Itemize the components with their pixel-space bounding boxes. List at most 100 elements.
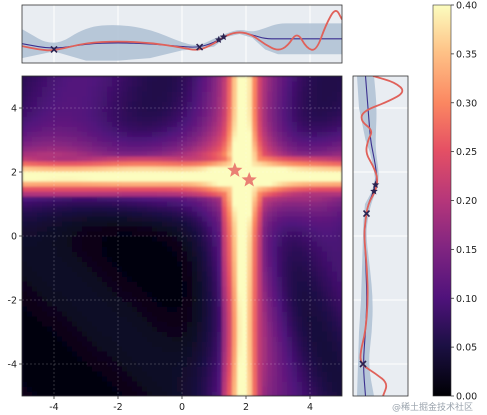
- heatmap-cell: [277, 146, 283, 152]
- heatmap-cell: [52, 381, 58, 387]
- heatmap-cell: [162, 111, 168, 117]
- heatmap-cell: [257, 361, 263, 367]
- heatmap-cell: [232, 391, 238, 396]
- heatmap-cell: [87, 321, 93, 327]
- heatmap-cell: [262, 236, 268, 242]
- heatmap-cell: [22, 196, 28, 202]
- heatmap-cell: [332, 351, 338, 357]
- heatmap-cell: [187, 191, 193, 197]
- heatmap-cell: [312, 131, 318, 137]
- heatmap-cell: [37, 331, 43, 337]
- heatmap-cell: [252, 186, 258, 192]
- heatmap-cell: [152, 141, 158, 147]
- heatmap-cell: [282, 346, 288, 352]
- heatmap-cell: [27, 231, 33, 237]
- heatmap-cell: [302, 351, 308, 357]
- heatmap-cell: [132, 216, 138, 222]
- heatmap-cell: [332, 306, 338, 312]
- heatmap-cell: [272, 301, 278, 307]
- heatmap-cell: [197, 306, 203, 312]
- heatmap-cell: [197, 171, 203, 177]
- heatmap-cell: [292, 376, 298, 382]
- heatmap-cell: [177, 86, 183, 92]
- heatmap-cell: [337, 376, 342, 382]
- y-tick-label: -2: [8, 296, 17, 307]
- heatmap-cell: [302, 191, 308, 197]
- heatmap-cell: [287, 191, 293, 197]
- heatmap-cell: [202, 351, 208, 357]
- heatmap-cell: [247, 81, 253, 87]
- heatmap-cell: [127, 101, 133, 107]
- heatmap-cell: [122, 96, 128, 102]
- heatmap-cell: [72, 206, 78, 212]
- heatmap-cell: [267, 386, 273, 392]
- heatmap-cell: [307, 186, 313, 192]
- heatmap-cell: [72, 166, 78, 172]
- heatmap-cell: [62, 201, 68, 207]
- heatmap-cell: [322, 96, 328, 102]
- heatmap-cell: [137, 386, 143, 392]
- heatmap-cell: [257, 81, 263, 87]
- heatmap-cell: [337, 116, 342, 122]
- heatmap-cell: [32, 256, 38, 262]
- heatmap-cell: [77, 321, 83, 327]
- heatmap-cell: [192, 296, 198, 302]
- heatmap-cell: [327, 251, 333, 257]
- heatmap-cell: [167, 326, 173, 332]
- heatmap-cell: [142, 106, 148, 112]
- heatmap-cell: [232, 356, 238, 362]
- heatmap-cell: [242, 241, 248, 247]
- heatmap-cell: [302, 121, 308, 127]
- heatmap-cell: [72, 76, 78, 82]
- heatmap-cell: [47, 211, 53, 217]
- heatmap-cell: [132, 96, 138, 102]
- heatmap-cell: [157, 376, 163, 382]
- heatmap-cell: [152, 271, 158, 277]
- heatmap-cell: [102, 81, 108, 87]
- heatmap-cell: [67, 241, 73, 247]
- heatmap-cell: [302, 246, 308, 252]
- heatmap-cell: [277, 316, 283, 322]
- heatmap-cell: [142, 386, 148, 392]
- heatmap-cell: [302, 221, 308, 227]
- heatmap-cell: [117, 231, 123, 237]
- heatmap-cell: [187, 81, 193, 87]
- heatmap-cell: [147, 286, 153, 292]
- heatmap-cell: [182, 211, 188, 217]
- heatmap-cell: [217, 116, 223, 122]
- heatmap-cell: [322, 371, 328, 377]
- heatmap-cell: [287, 286, 293, 292]
- heatmap-cell: [267, 236, 273, 242]
- heatmap-cell: [242, 216, 248, 222]
- heatmap-cell: [182, 366, 188, 372]
- heatmap-cell: [337, 101, 342, 107]
- heatmap-cell: [67, 331, 73, 337]
- heatmap-cell: [307, 86, 313, 92]
- heatmap-cell: [322, 231, 328, 237]
- heatmap-cell: [207, 316, 213, 322]
- heatmap-cell: [297, 101, 303, 107]
- heatmap-cell: [157, 226, 163, 232]
- heatmap-cell: [77, 196, 83, 202]
- heatmap-cell: [62, 251, 68, 257]
- heatmap-cell: [287, 326, 293, 332]
- heatmap-cell: [187, 321, 193, 327]
- heatmap-cell: [247, 341, 253, 347]
- heatmap-cell: [192, 276, 198, 282]
- heatmap-cell: [332, 336, 338, 342]
- heatmap-cell: [217, 111, 223, 117]
- heatmap-cell: [137, 206, 143, 212]
- heatmap-cell: [267, 131, 273, 137]
- heatmap-cell: [147, 111, 153, 117]
- heatmap-cell: [227, 326, 233, 332]
- heatmap-cell: [232, 281, 238, 287]
- heatmap-cell: [332, 341, 338, 347]
- heatmap-cell: [237, 181, 243, 187]
- heatmap-cell: [82, 301, 88, 307]
- heatmap-cell: [317, 146, 323, 152]
- heatmap-cell: [37, 121, 43, 127]
- heatmap-cell: [192, 271, 198, 277]
- heatmap-cell: [312, 301, 318, 307]
- heatmap-cell: [47, 306, 53, 312]
- heatmap-cell: [327, 366, 333, 372]
